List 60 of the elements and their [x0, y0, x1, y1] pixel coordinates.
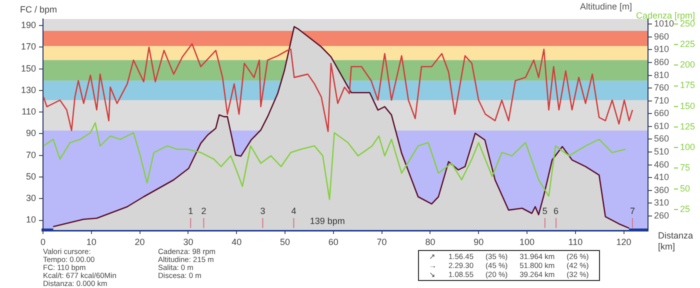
x-tick-label: 30: [183, 236, 194, 247]
y2-tick-label: 810: [654, 70, 670, 80]
y-tick-label: 130: [20, 84, 36, 95]
y2-tick-label: 460: [654, 159, 670, 170]
annotation: 4: [291, 206, 296, 216]
annotation: 7: [630, 206, 636, 216]
x-tick-label: 50: [280, 236, 290, 247]
y2-tick-label: 260: [654, 210, 670, 220]
y2-tick-label: 610: [654, 120, 670, 131]
x-tick-label: 10: [86, 236, 96, 247]
x-axis-title: Distanza [km]: [658, 230, 694, 252]
y3-tick-label: 25: [680, 204, 690, 214]
y-tick-label: 110: [22, 106, 36, 117]
annotation: 1: [188, 206, 194, 216]
y3-axis-title: Cadenza [rpm]: [636, 10, 696, 20]
annotation: 3: [260, 206, 266, 216]
y2-tick-label: 310: [654, 198, 670, 208]
y-tick-label: 70: [26, 150, 36, 160]
y-axis-title: FC / bpm: [20, 4, 58, 14]
y-tick-label: 30: [26, 193, 36, 204]
x-tick-label: 110: [568, 236, 583, 247]
y-tick-label: 170: [20, 42, 36, 52]
y2-axis-title: Altitudine [m]: [580, 1, 632, 12]
x-tick-label: 70: [376, 236, 387, 247]
y3-tick-label: 225: [680, 39, 696, 50]
y-tick-label: 190: [20, 20, 36, 30]
y2-tick-label: 360: [654, 184, 670, 195]
x-tick-label: 60: [328, 236, 338, 247]
y2-tick-label: 560: [654, 134, 670, 144]
y-tick-label: 10: [26, 214, 36, 225]
y3-tick-label: 150: [680, 100, 696, 111]
x-tick-label: 40: [232, 236, 242, 247]
y2-tick-label: 510: [654, 146, 670, 156]
annotation: 2: [201, 206, 206, 216]
annotation: 6: [554, 206, 559, 216]
y-tick-label: 150: [20, 63, 36, 74]
y2-tick-label: 910: [654, 44, 670, 54]
y3-tick-label: 200: [680, 60, 696, 70]
y2-tick-label: 960: [654, 31, 670, 42]
x-tick-label: 20: [134, 236, 145, 247]
y2-tick-label: 660: [654, 108, 670, 118]
y3-tick-label: 100: [680, 142, 696, 152]
y2-tick-label: 1010: [654, 18, 674, 29]
y-tick-label: 90: [26, 128, 36, 138]
y2-tick-label: 760: [654, 82, 670, 93]
y3-tick-label: 125: [680, 121, 696, 132]
annotation: 139 bpm: [310, 216, 345, 226]
y2-tick-label: 860: [654, 56, 670, 67]
x-tick-label: 120: [616, 236, 632, 247]
x-tick-label: 0: [40, 236, 46, 247]
x-tick-label: 100: [519, 236, 535, 247]
y3-tick-label: 75: [680, 162, 690, 173]
y3-tick-label: 175: [680, 80, 696, 90]
x-tick-label: 80: [425, 236, 436, 247]
x-tick-label: 90: [474, 236, 484, 247]
y-tick-label: 50: [26, 171, 36, 182]
annotation: 5: [542, 206, 548, 216]
y2-tick-label: 710: [654, 95, 670, 106]
y2-tick-label: 410: [654, 172, 670, 182]
y3-tick-label: 50: [680, 183, 690, 194]
